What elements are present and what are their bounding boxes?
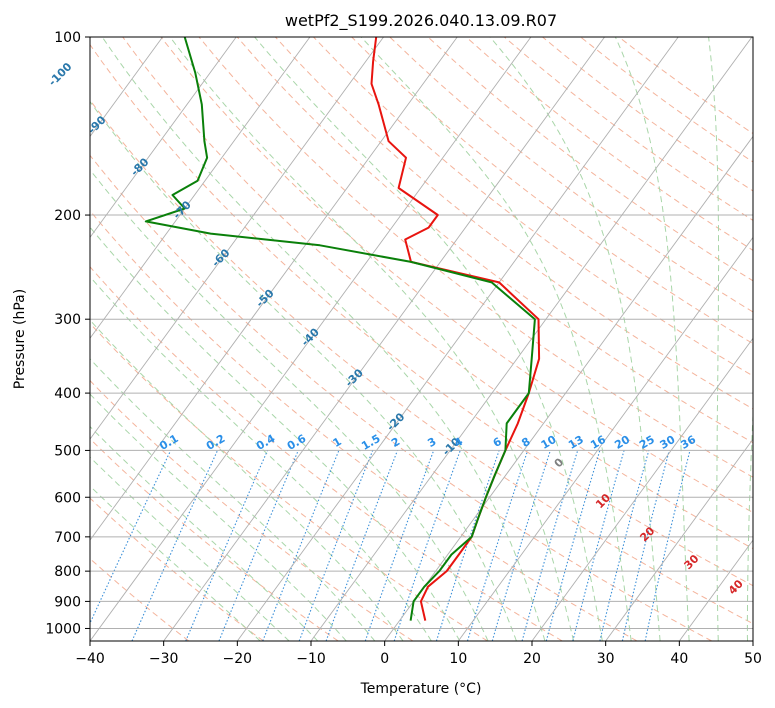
plot-frame [89, 36, 754, 642]
moist-adiabat-line [746, 405, 753, 641]
isotherm-line [90, 37, 237, 239]
moist-adiabat-line [90, 393, 347, 641]
x-tick-label: −30 [149, 651, 179, 667]
isotherm-line [90, 37, 458, 541]
isotherm-line [384, 135, 753, 641]
dry-adiabat-line [90, 266, 563, 641]
moist-adiabat-line [90, 485, 261, 641]
x-tick-label: −20 [223, 651, 253, 667]
dry-adiabat-line [313, 37, 753, 377]
mixing-ratio-line [435, 450, 500, 641]
moist-adiabat-line [101, 37, 546, 641]
y-tick-label: 300 [54, 312, 81, 328]
mixing-ratio-line [545, 450, 601, 641]
moist-adiabat-line [90, 100, 517, 641]
chart-title: wetPf2_S199.2026.040.13.09.R07 [285, 11, 557, 31]
mixing-ratio-line [262, 450, 340, 641]
moist-adiabat-line [90, 456, 290, 641]
pressure-gridlines [90, 37, 753, 629]
y-tick-label: 500 [54, 443, 81, 459]
plot-background [90, 37, 753, 641]
dry-adiabat-line [90, 438, 339, 641]
dry-adiabat-line [122, 37, 753, 550]
x-tick-label: 40 [670, 651, 688, 667]
x-tick-label: −40 [75, 651, 105, 667]
dry-adiabat-line [160, 37, 753, 514]
x-tick-label: 20 [523, 651, 541, 667]
dry-adiabat-line [90, 322, 488, 641]
dewpoint-line [144, 37, 536, 621]
isotherm-line [531, 337, 753, 641]
moist-adiabat-line [169, 37, 575, 641]
moist-adiabat-line [90, 358, 376, 641]
moist-adiabat-line [90, 168, 489, 641]
isotherm-line [90, 37, 384, 440]
moist-adiabat-line [90, 226, 461, 641]
mixing-ratio-line [621, 450, 670, 641]
isotherm-line [90, 37, 532, 641]
x-tick-label: 50 [744, 651, 762, 667]
x-tick-label: −10 [296, 651, 326, 667]
dry-adiabat-line [90, 99, 753, 625]
isotherm-line [457, 236, 753, 641]
mixing-ratio-line [599, 450, 650, 641]
dry-adiabat-line [236, 37, 753, 444]
isotherm-line [163, 37, 605, 641]
y-tick-label: 100 [54, 30, 81, 46]
mixing-ratio-line [218, 450, 299, 641]
mixing-ratio-line [572, 450, 625, 641]
dry-adiabat-line [90, 210, 638, 641]
isotherm-line [752, 640, 753, 641]
mixing-ratio-line [325, 450, 399, 641]
y-tick-label: 900 [54, 594, 81, 610]
moist-adiabat-line [254, 37, 603, 641]
moist-adiabat-line [90, 276, 432, 641]
mixing-ratio-line [298, 450, 374, 641]
y-tick-label: 800 [54, 564, 81, 580]
y-tick-label: 1000 [45, 621, 81, 637]
mixing-ratio-line [644, 450, 691, 641]
moist-adiabat-line [614, 37, 690, 641]
x-tick-label: 10 [449, 651, 467, 667]
moist-adiabat-line [489, 37, 661, 641]
y-tick-label: 700 [54, 530, 81, 546]
dry-adiabat-line [90, 43, 753, 587]
mixing-ratio-line [364, 450, 435, 641]
moist-adiabat-line [360, 37, 632, 641]
x-tick-label: 0 [380, 651, 389, 667]
mixing-ratio-line [185, 450, 269, 641]
dry-adiabat-label: -100 [46, 60, 75, 89]
profiles [144, 37, 541, 621]
moist-adiabat-line [90, 319, 404, 641]
x-axis: −40 −30 −20 −10 0 10 20 30 40 50 [75, 641, 762, 667]
mixing-ratio-line [90, 450, 172, 625]
y-axis: 1000 900 800 700 600 500 400 300 200 100 [45, 30, 90, 637]
mixing-ratio-line [466, 450, 529, 641]
x-tick-label: 30 [597, 651, 615, 667]
isotherm-line [605, 438, 753, 641]
y-tick-label: 200 [54, 208, 81, 224]
moist-adiabat-line [708, 37, 720, 641]
isotherm-line [310, 37, 753, 641]
y-tick-label: 400 [54, 386, 81, 402]
dry-adiabat-line [90, 154, 712, 641]
y-axis-label: Pressure (hPa) [12, 289, 28, 389]
mixing-ratio-line [521, 450, 579, 641]
temperature-line [370, 37, 541, 621]
isotherm-line [90, 37, 311, 340]
isotherm-line [236, 37, 679, 641]
y-tick-label: 600 [54, 490, 81, 506]
x-axis-label: Temperature (°C) [360, 681, 482, 697]
dry-adiabat-line [275, 37, 753, 410]
